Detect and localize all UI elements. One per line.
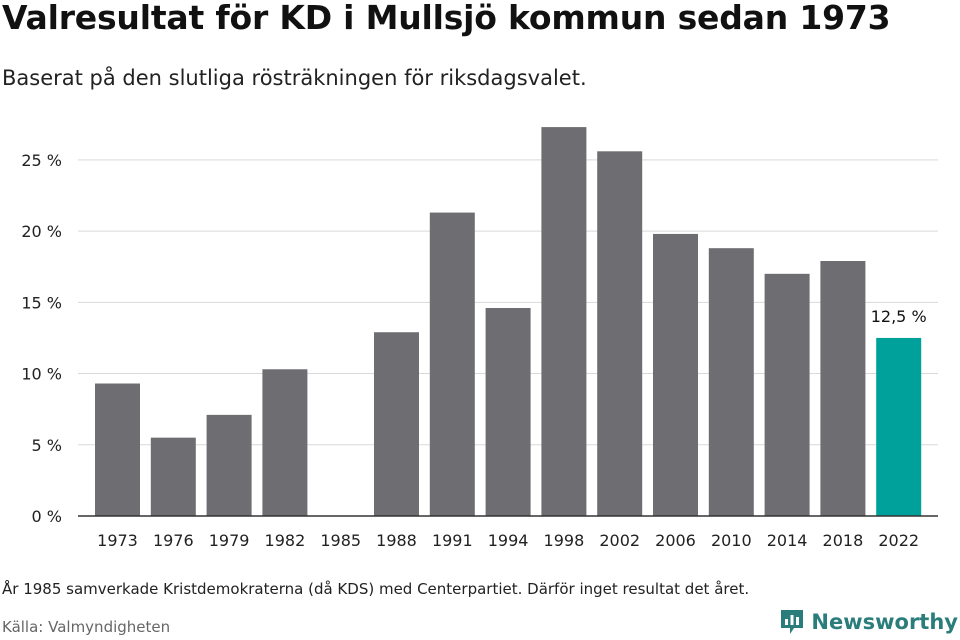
source-label: Källa: Valmyndigheten [2, 618, 171, 636]
y-tick-label: 10 % [21, 365, 62, 384]
bar [206, 414, 252, 516]
x-tick-label: 1985 [320, 531, 361, 550]
x-tick-label: 1991 [432, 531, 473, 550]
bar [653, 233, 698, 517]
chart-footnote: År 1985 samverkade Kristdemokraterna (då… [2, 580, 750, 598]
bar [708, 248, 754, 517]
bar [429, 212, 475, 516]
x-tick-label: 1973 [97, 531, 138, 550]
x-tick-label: 2002 [599, 531, 640, 550]
x-tick-label: 1998 [544, 531, 585, 550]
chart-subtitle: Baserat på den slutliga rösträkningen fö… [2, 66, 587, 90]
brand-logo: Newsworthy [779, 608, 958, 636]
x-tick-label: 2006 [655, 531, 696, 550]
x-tick-label: 1988 [376, 531, 417, 550]
y-tick-label: 15 % [21, 293, 62, 312]
x-tick-label: 2018 [823, 531, 864, 550]
x-tick-label: 1979 [209, 531, 250, 550]
bar [541, 127, 587, 517]
bar [262, 369, 308, 516]
bar [485, 308, 531, 516]
x-tick-label: 1982 [265, 531, 306, 550]
y-tick-label: 0 % [32, 507, 62, 526]
newsworthy-logo-icon [781, 610, 804, 634]
y-tick-label: 20 % [21, 222, 62, 241]
bar [374, 332, 419, 516]
chart-title: Valresultat för KD i Mullsjö kommun seda… [2, 0, 891, 37]
x-tick-label: 2014 [767, 531, 808, 550]
x-tick-label: 1994 [488, 531, 529, 550]
y-tick-label: 25 % [21, 151, 62, 170]
brand-name: Newsworthy [811, 610, 958, 634]
bar [876, 337, 922, 516]
bar [764, 273, 810, 516]
bar [597, 151, 643, 516]
bar [95, 383, 140, 516]
x-tick-label: 2022 [878, 531, 919, 550]
bar-chart: 0 % 5 % 10 % 15 % 20 % 25 % 1973 1976 1979 1982 19… [21, 127, 938, 550]
y-tick-label: 5 % [32, 436, 62, 455]
bar [150, 437, 196, 516]
x-tick-label: 1976 [153, 531, 194, 550]
x-tick-label: 2010 [711, 531, 752, 550]
data-label: 12,5 % [871, 307, 927, 326]
bar [820, 261, 866, 516]
